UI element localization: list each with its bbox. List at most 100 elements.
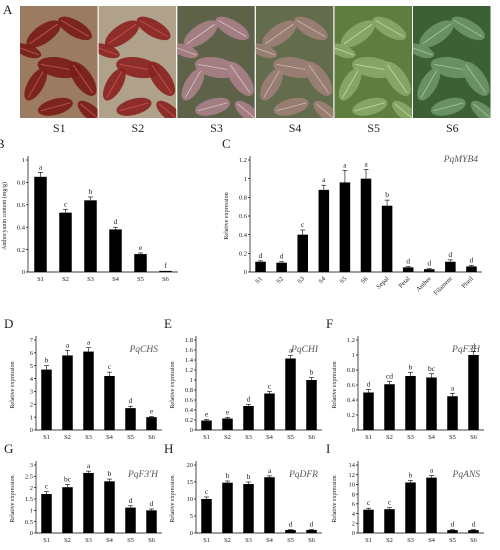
y-tick-label: 2: [352, 520, 355, 527]
bar-s5: [447, 530, 458, 533]
bar-s6: [306, 380, 317, 430]
y-tick-label: 0: [22, 269, 25, 276]
bar-s1: [255, 261, 266, 272]
significance-letter: b: [226, 471, 230, 480]
x-tick-label: S6: [470, 434, 478, 441]
x-tick-label: Filament: [432, 275, 453, 296]
leaf-photo-strip: A S1 S2 S3 S4 S5 S6: [3, 2, 491, 135]
bar-s2: [384, 384, 395, 430]
y-tick-label: 0.6: [17, 202, 26, 209]
y-tick-label: 1.8: [185, 337, 193, 344]
leaf-vein: [158, 103, 177, 118]
y-tick-label: 0.4: [185, 407, 194, 414]
significance-letter: c: [45, 482, 49, 491]
bar-s2: [222, 482, 233, 533]
x-tick-label: S4: [106, 434, 114, 441]
x-tick-label: S3: [245, 434, 252, 441]
x-tick-label: S3: [407, 537, 414, 544]
x-tick-label: S4: [428, 537, 436, 544]
x-tick-label: S2: [386, 434, 393, 441]
y-tick-label: 0.8: [239, 195, 247, 202]
significance-letter: b: [409, 471, 413, 480]
bar-s1: [41, 494, 52, 533]
x-tick-label: S5: [137, 276, 144, 283]
bar-s5: [285, 529, 296, 533]
significance-letter: b: [247, 472, 251, 481]
bar-petal: [402, 267, 414, 272]
significance-letter: b: [409, 362, 413, 371]
y-tick-label: 6: [30, 350, 34, 357]
leaf-vein: [197, 102, 228, 112]
significance-letter: a: [87, 338, 91, 347]
x-tick-label: S3: [87, 276, 94, 283]
significance-letter: bc: [428, 364, 436, 373]
bar-pistil: [466, 266, 477, 272]
leaf-photo-s4: [255, 6, 334, 118]
y-axis-label: Relative expression: [224, 192, 230, 239]
significance-letter: a: [343, 160, 347, 169]
y-tick-label: 5: [190, 513, 193, 520]
y-tick-label: 3: [30, 462, 33, 469]
y-axis-label: Relative expression: [332, 361, 338, 408]
y-tick-label: 1: [30, 414, 33, 421]
bar-s6: [306, 529, 317, 533]
y-tick-label: 6: [352, 501, 356, 508]
significance-letter: a: [66, 340, 70, 349]
significance-letter: a: [39, 162, 43, 171]
y-tick-label: 0.6: [239, 213, 248, 220]
leaf-vein: [151, 64, 172, 93]
photo-label-s5: S5: [367, 121, 380, 135]
y-tick-label: 1: [352, 352, 355, 359]
y-tick-label: 0: [30, 427, 33, 434]
x-tick-label: S5: [339, 275, 349, 285]
leaf-vein: [315, 103, 334, 118]
leaf-vein: [230, 64, 251, 93]
leaf-photo-s3: [177, 6, 255, 118]
bar-s3: [84, 200, 97, 272]
bar-s2: [276, 262, 287, 272]
significance-letter: d: [114, 217, 118, 226]
leaf-vein: [80, 103, 98, 118]
leaf-vein: [265, 23, 294, 45]
x-tick-label: S3: [245, 537, 252, 544]
x-tick-label: S6: [470, 537, 478, 544]
panel-letter-i: I: [326, 441, 330, 456]
y-axis-label: Anthocyanin content (mg/g): [1, 182, 8, 250]
y-axis-label: Relative expression: [170, 361, 176, 408]
x-tick-label: S1: [203, 434, 210, 441]
bar-s5: [125, 408, 136, 430]
leaf-vein: [342, 70, 359, 98]
y-tick-label: 0.6: [185, 397, 194, 404]
leaf-vein: [433, 102, 464, 112]
y-tick-label: 0.4: [347, 397, 356, 404]
y-tick-label: 4: [352, 511, 356, 518]
y-tick-label: 0.8: [347, 367, 355, 374]
x-tick-label: S1: [203, 537, 210, 544]
significance-letter: d: [259, 251, 263, 260]
significance-letter: a: [87, 461, 91, 470]
x-tick-label: Pistil: [460, 275, 475, 290]
leaf-vein: [237, 103, 255, 118]
leaf-vein: [473, 103, 491, 118]
bar-sepal: [381, 205, 393, 272]
y-tick-label: 0.4: [239, 232, 248, 239]
y-tick-label: 15: [187, 479, 194, 486]
x-tick-label: S1: [365, 537, 372, 544]
leaf-vein: [119, 102, 149, 112]
significance-letter: c: [205, 487, 209, 496]
significance-letter: e: [150, 407, 154, 416]
bar-s3: [405, 376, 416, 430]
photo-content: [334, 6, 412, 118]
bar-s2: [62, 355, 73, 430]
x-tick-label: S5: [127, 434, 134, 441]
y-tick-label: 0.8: [17, 180, 25, 187]
significance-letter: d: [289, 520, 293, 529]
leaf-vein: [263, 70, 280, 98]
panel-letter-g: G: [4, 441, 13, 456]
x-tick-label: S4: [266, 434, 274, 441]
x-tick-label: S3: [296, 275, 306, 285]
leaf-vein: [29, 23, 58, 45]
x-tick-label: Sepal: [375, 275, 390, 290]
bar-s6: [159, 270, 172, 272]
